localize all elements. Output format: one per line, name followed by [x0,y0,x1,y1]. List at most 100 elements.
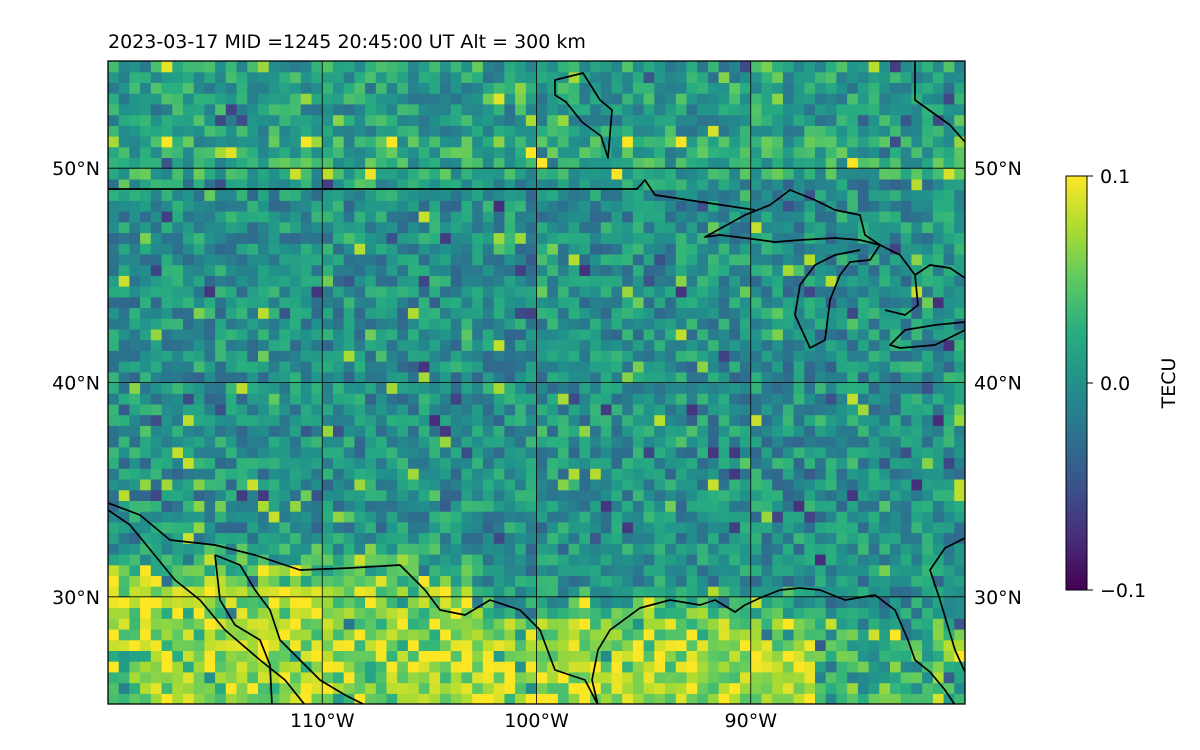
tec-cell [418,275,430,287]
tec-cell [825,532,837,544]
tec-cell [440,446,452,459]
tec-cell [493,457,505,469]
tec-cell [525,71,538,83]
tec-cell [868,307,880,319]
tec-cell [954,671,965,684]
tec-cell [386,275,398,287]
tec-cell [847,479,859,491]
tec-cell [461,93,473,105]
tec-cell [397,511,409,523]
tec-cell [493,350,505,362]
tec-cell [847,103,859,116]
tec-cell [932,414,945,426]
tec-cell [333,168,345,180]
tec-cell [557,307,570,319]
tec-cell [247,382,259,394]
tec-cell [836,71,848,83]
tec-cell [836,189,848,201]
tec-cell [568,371,580,384]
tec-cell [579,243,591,255]
tec-cell [322,243,334,255]
tec-cell [836,468,848,480]
tec-cell [772,682,784,694]
tec-cell [333,468,345,480]
tec-cell [236,286,248,298]
tec-cell [697,382,709,394]
tec-cell [815,146,827,158]
tec-cell [568,93,580,105]
tec-cell [536,328,548,341]
tec-cell [954,521,965,534]
tec-cell [536,189,548,201]
tec-cell [643,136,655,148]
tec-cell [161,596,173,609]
tec-cell [665,607,677,619]
tec-cell [890,403,902,416]
tec-cell [686,500,698,512]
tec-cell [440,425,452,437]
tec-cell [932,682,945,694]
tec-cell [804,371,816,384]
tec-cell [354,661,366,673]
tec-cell [675,468,688,480]
tec-cell [697,71,709,83]
tec-cell [129,468,141,480]
tec-cell [697,178,709,191]
tec-cell [418,103,430,116]
tec-cell [215,125,227,137]
tec-cell [118,521,130,534]
tec-cell [836,629,848,641]
tec-cell [418,521,430,534]
tec-cell [954,361,965,373]
tec-cell [900,500,912,512]
tec-cell [215,253,227,266]
tec-cell [729,564,741,576]
tec-cell [611,211,623,223]
tec-cell [407,521,420,534]
tec-cell [343,339,355,351]
tec-cell [611,286,623,298]
tec-cell [954,457,965,469]
tec-cell [440,232,452,244]
tec-cell [675,146,688,158]
tec-cell [118,189,130,201]
tec-cell [365,200,377,212]
tec-cell [215,189,227,201]
tec-cell [643,468,655,480]
tec-cell [879,575,891,587]
tec-cell [193,200,205,212]
tec-cell [472,157,484,169]
tec-cell [740,221,752,234]
tec-cell [225,511,238,523]
tec-cell [215,275,227,287]
tec-cell [343,500,355,512]
tec-cell [365,211,377,223]
tec-cell [536,114,548,126]
tec-cell [836,243,848,255]
tec-cell [440,286,452,298]
tec-cell [932,500,945,512]
tec-cell [632,586,645,598]
tec-cell [911,93,923,105]
tec-cell [129,253,141,266]
tec-cell [793,243,805,255]
tec-cell [268,318,280,330]
tec-cell [300,414,313,426]
tec-cell [600,468,613,480]
tec-cell [772,350,784,362]
tec-cell [665,168,677,180]
tec-cell [868,157,880,169]
tec-cell [590,371,602,384]
tec-cell [193,436,205,448]
tec-cell [900,211,912,223]
tec-cell [397,532,409,544]
tec-cell [354,489,366,501]
tec-cell [343,93,355,105]
tec-cell [150,403,163,416]
tec-cell [557,661,570,673]
tec-cell [579,639,591,651]
tec-cell [247,307,259,319]
tec-cell [557,275,570,287]
tec-cell [493,382,505,394]
tec-cell [193,586,205,598]
